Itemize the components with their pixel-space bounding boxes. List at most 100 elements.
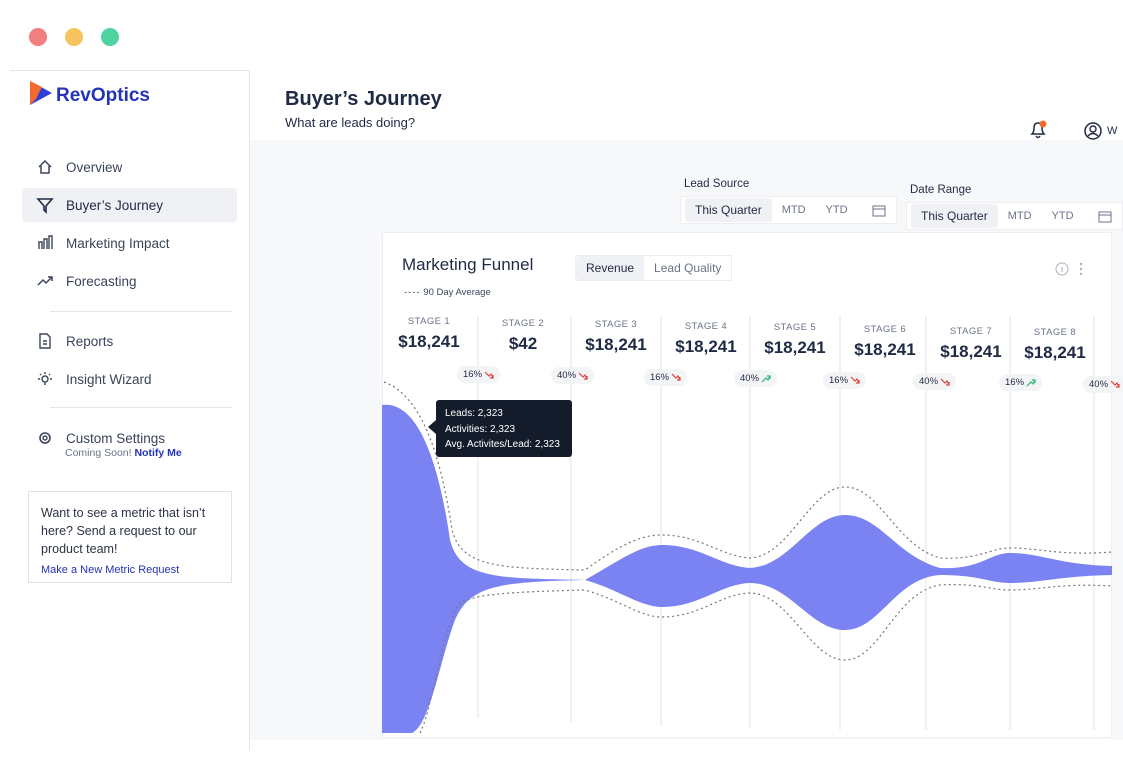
nav-label: Reports xyxy=(66,333,114,349)
panel-tab[interactable]: Lead Quality xyxy=(654,261,722,275)
card-text: Want to see a metric that isn’t here? Se… xyxy=(41,506,206,556)
rate-text: 16% xyxy=(829,374,849,386)
stage: STAGE 2 $42 xyxy=(478,318,568,354)
stage-label: STAGE 2 xyxy=(501,317,545,329)
filter-label: Lead Source xyxy=(684,178,750,190)
nav-label: Overview xyxy=(66,159,123,175)
settings-label: Custom Settings xyxy=(66,430,166,446)
panel-icons[interactable] xyxy=(1055,261,1085,277)
rate-text: 16% xyxy=(650,371,670,383)
stage-label: STAGE 4 xyxy=(684,320,728,332)
tooltip: Leads: 2,323 Activities: 2,323 Avg. Activi… xyxy=(436,400,572,457)
rate-text: 40% xyxy=(1089,378,1109,390)
stage-label: STAGE 6 xyxy=(863,324,907,335)
filter-option[interactable]: MTD xyxy=(1007,210,1032,222)
nav-item[interactable]: Reports xyxy=(22,324,237,358)
trend-arrow xyxy=(850,376,860,384)
trend-arrow xyxy=(671,373,681,381)
conversion-rate: 16% xyxy=(823,371,867,389)
nav-label: Marketing Impact xyxy=(66,235,170,251)
stage-value: $18,241 xyxy=(854,340,916,359)
stage: STAGE 3 $18,241 xyxy=(571,319,661,355)
custom-settings[interactable]: Custom Settings xyxy=(22,421,237,455)
sidebar: RevOptics Custom Settings Coming Soon! N… xyxy=(10,70,250,750)
conversion-rate: 16% xyxy=(644,368,688,386)
rate-text: 40% xyxy=(557,370,577,382)
rate-text: 40% xyxy=(740,373,760,385)
stage: STAGE 7 $18,241 xyxy=(926,326,1016,362)
stage-label: STAGE 7 xyxy=(949,325,993,337)
stage-label: STAGE 5 xyxy=(773,322,817,334)
request-card: Want to see a metric that isn’t here? Se… xyxy=(28,491,232,583)
nav-label: Insight Wizard xyxy=(66,371,152,387)
stage-value: $18,241 xyxy=(764,338,826,358)
stage: STAGE 8 $18,241 xyxy=(1010,327,1100,363)
minimize-dot[interactable] xyxy=(65,28,83,46)
nav-item[interactable]: Marketing Impact xyxy=(22,226,237,260)
filter-option[interactable]: This Quarter xyxy=(911,204,998,228)
stage: STAGE 5 $18,241 xyxy=(750,322,840,358)
stage: STAGE 6 $18,241 xyxy=(840,324,930,360)
nav-item[interactable]: Overview xyxy=(22,150,237,184)
user-initial: W xyxy=(1107,125,1118,137)
maximize-dot[interactable] xyxy=(101,28,119,46)
legend-label: 90 Day Average xyxy=(423,287,491,298)
filter-option[interactable]: This Quarter xyxy=(685,198,772,222)
trend-arrow xyxy=(1026,379,1036,387)
conversion-rate: 16% xyxy=(457,366,501,383)
filter-option[interactable]: YTD xyxy=(1051,210,1074,222)
user-icon[interactable] xyxy=(1084,122,1104,142)
nav-label: Forecasting xyxy=(66,273,137,289)
calendar-icon[interactable] xyxy=(872,203,886,217)
settings-note: Coming Soon! xyxy=(65,447,132,459)
page-subtitle: What are leads doing? xyxy=(285,115,416,130)
close-dot[interactable] xyxy=(29,28,47,46)
nav-item[interactable]: Insight Wizard xyxy=(22,362,237,396)
page-title: Buyer’s Journey xyxy=(285,88,442,110)
notify-link[interactable]: Notify Me xyxy=(134,447,182,459)
nav-label: Buyer’s Journey xyxy=(66,197,164,213)
brand-name: RevOptics xyxy=(56,85,150,106)
stage-value: $18,241 xyxy=(675,336,737,356)
filter-label: Date Range xyxy=(910,184,972,196)
panel-tab[interactable]: Revenue xyxy=(576,256,645,280)
filter-box: This Quarter MTD YTD xyxy=(680,196,897,224)
tooltip-line: Activities: 2,323 xyxy=(445,423,516,435)
trend-arrow xyxy=(1110,380,1120,388)
stage-label: STAGE 8 xyxy=(1033,327,1077,339)
card-link[interactable]: Make a New Metric Request xyxy=(41,564,180,576)
panel-tabs: Revenue Lead Quality xyxy=(575,255,733,281)
tooltip-line: Avg. Activites/Lead: 2,323 xyxy=(445,439,560,450)
filter-option[interactable]: MTD xyxy=(781,204,806,216)
filter-box: This Quarter MTD YTD xyxy=(906,202,1123,230)
settings-note-row: Coming Soon! Notify Me xyxy=(65,447,182,459)
stage-value: $18,241 xyxy=(940,341,1002,361)
trend-arrow xyxy=(761,375,771,383)
brand-logo xyxy=(30,81,52,105)
filter-option[interactable]: YTD xyxy=(825,204,848,216)
tooltip-line: Leads: 2,323 xyxy=(445,408,503,419)
rate-text: 40% xyxy=(919,376,939,387)
conversion-rate: 40% xyxy=(734,370,778,388)
stage-value: $42 xyxy=(508,333,538,353)
stage-label: STAGE 1 xyxy=(407,316,451,327)
nav-item[interactable]: Buyer’s Journey xyxy=(22,188,237,222)
trend-arrow xyxy=(940,378,950,386)
trend-arrow xyxy=(578,372,588,380)
panel-title: Marketing Funnel xyxy=(402,255,534,274)
nav-item[interactable]: Forecasting xyxy=(22,264,237,298)
conversion-rate: 40% xyxy=(551,367,595,385)
stage: STAGE 1 $18,241 xyxy=(384,316,474,352)
conversion-rate: 40% xyxy=(913,373,957,390)
stage-value: $18,241 xyxy=(1024,343,1086,363)
trend-arrow xyxy=(484,371,494,379)
notification-bell[interactable] xyxy=(1028,120,1048,140)
rate-text: 16% xyxy=(463,369,483,380)
calendar-icon[interactable] xyxy=(1098,209,1112,223)
legend: ---- 90 Day Average xyxy=(404,287,491,298)
stage-value: $18,241 xyxy=(585,335,647,355)
stage: STAGE 4 $18,241 xyxy=(661,321,751,357)
rate-text: 16% xyxy=(1005,377,1025,389)
